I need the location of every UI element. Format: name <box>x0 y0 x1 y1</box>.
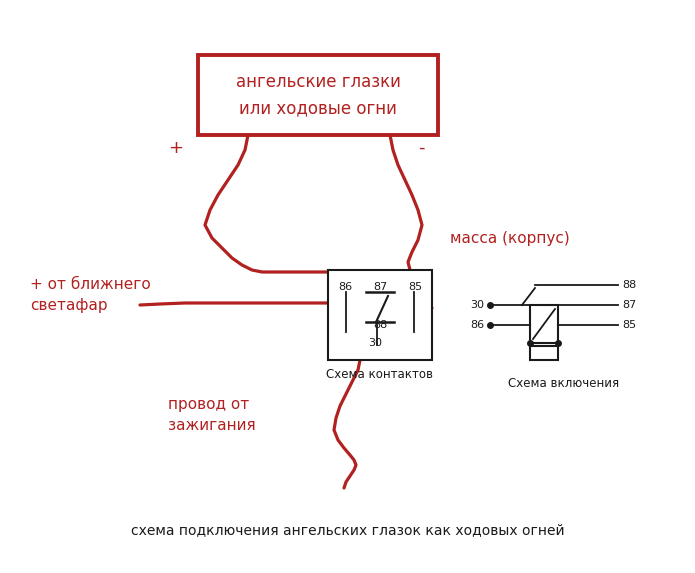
Text: схема подключения ангельских глазок как ходовых огней: схема подключения ангельских глазок как … <box>131 523 564 537</box>
Text: Схема включения: Схема включения <box>509 377 619 390</box>
Text: ангельские глазки
или ходовые огни: ангельские глазки или ходовые огни <box>236 73 400 117</box>
Text: провод от
зажигания: провод от зажигания <box>168 397 256 433</box>
Bar <box>530 305 558 343</box>
Text: 86: 86 <box>338 282 352 292</box>
Text: 88: 88 <box>373 320 387 330</box>
Text: 30: 30 <box>470 300 484 310</box>
Text: +: + <box>168 139 183 157</box>
Text: -: - <box>418 139 425 157</box>
Text: Схема контактов: Схема контактов <box>327 368 434 381</box>
Bar <box>198 55 438 135</box>
Text: 30: 30 <box>368 338 382 348</box>
Text: 87: 87 <box>622 300 636 310</box>
Text: масса (корпус): масса (корпус) <box>450 230 570 245</box>
Text: 85: 85 <box>408 282 422 292</box>
Text: 87: 87 <box>373 282 387 292</box>
Bar <box>530 346 558 360</box>
Text: 86: 86 <box>470 320 484 330</box>
Text: 85: 85 <box>622 320 636 330</box>
Bar <box>328 270 432 360</box>
Text: 88: 88 <box>622 280 636 290</box>
Text: + от ближнего
светафар: + от ближнего светафар <box>30 277 151 313</box>
